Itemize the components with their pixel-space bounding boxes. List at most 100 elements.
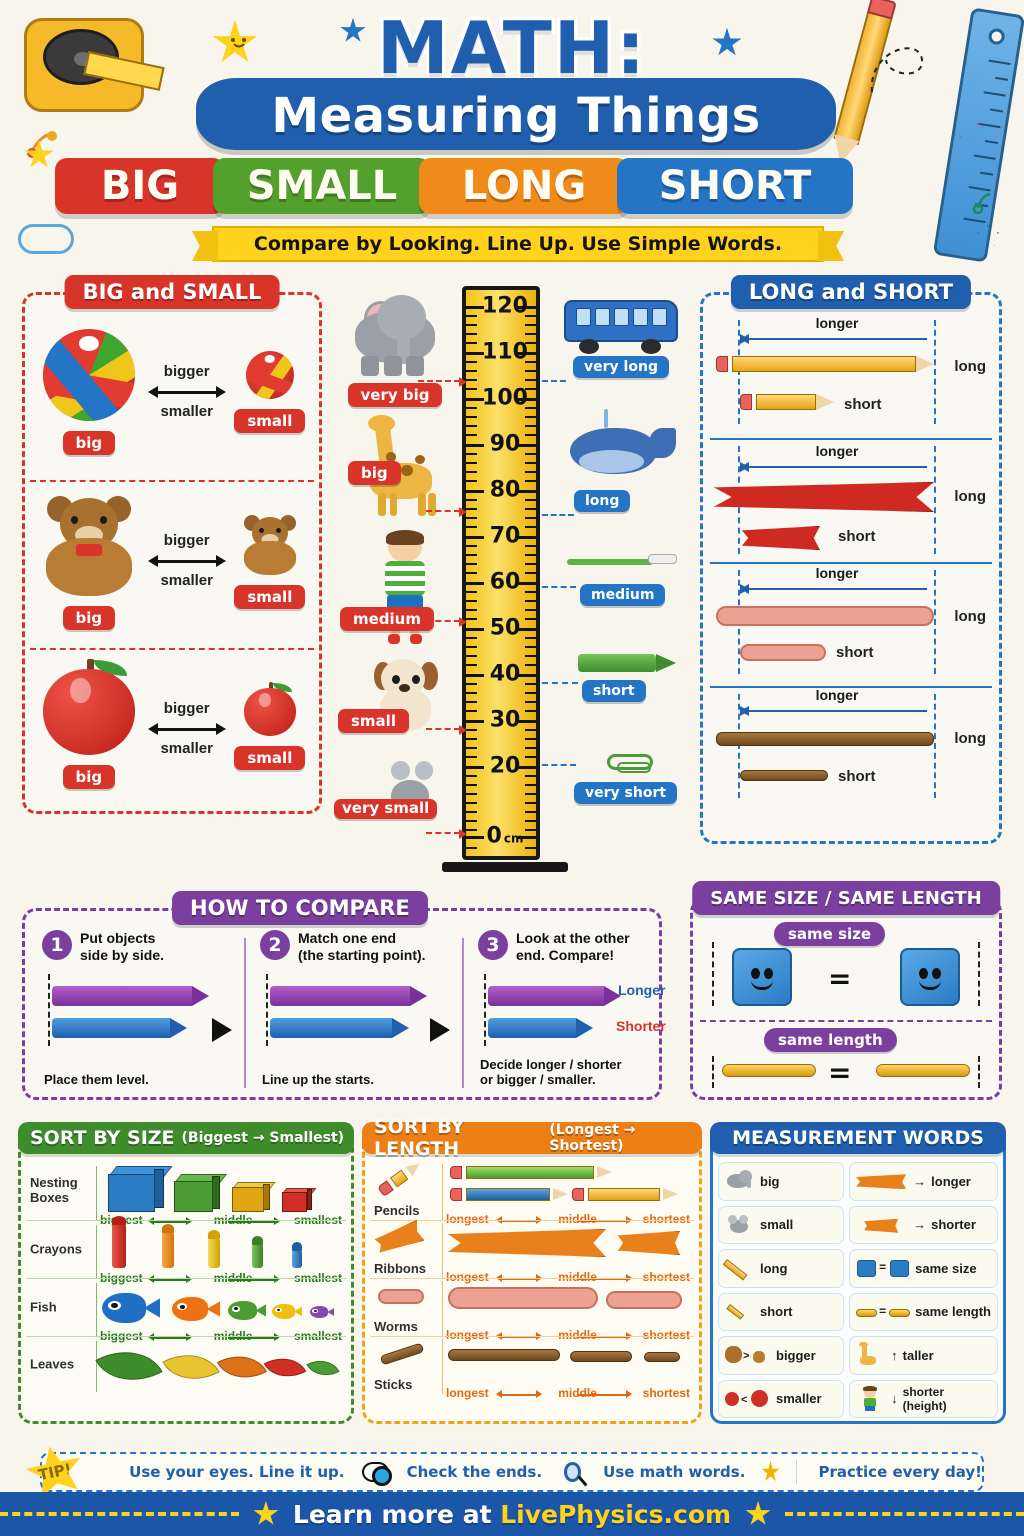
elephant-icon — [339, 292, 451, 378]
ruler-tick-90: 90 — [489, 431, 521, 457]
short-pencil-icon — [740, 394, 834, 410]
step-1-caption: Place them level. — [44, 1072, 149, 1088]
step-2-number: 2 — [260, 930, 290, 960]
small-pencil-icon — [725, 1299, 755, 1325]
sort-len-title: SORT BY LENGTH (Longest → Shortest) — [362, 1116, 702, 1160]
scale-shortest-1: shortest — [642, 1212, 690, 1226]
ruler-unit: cm — [503, 831, 524, 846]
big-teddy-cell: big — [30, 492, 148, 630]
short-stick-icon — [740, 770, 828, 781]
leaf-2 — [162, 1340, 220, 1394]
step-divider-1 — [244, 938, 246, 1088]
ruler-left-dog: small — [338, 654, 458, 736]
star-doodle-yellow — [24, 140, 54, 168]
ruler-left-mouse: very small — [334, 760, 460, 819]
ruler-left-giraffe: big — [348, 410, 458, 516]
small-teddy-label: small — [234, 585, 306, 609]
mw-short: short — [718, 1292, 845, 1331]
mw-shorter-height-arrow: ↓ — [891, 1391, 898, 1407]
big-teddy-icon — [37, 492, 141, 596]
long-pencil-icon — [716, 356, 934, 372]
chip-big: BIG — [55, 158, 225, 214]
worms-row-icon — [378, 1289, 424, 1304]
pencils-row-icon — [377, 1159, 423, 1197]
big-small-row-teddy: big bigger smaller small — [30, 480, 314, 640]
ruler-tick-60: 60 — [489, 569, 521, 595]
end-dash-1 — [934, 320, 936, 424]
equals-length: = — [828, 1056, 852, 1089]
scale-shortest-2: shortest — [642, 1270, 690, 1284]
apple-compare-arrows: bigger smaller — [147, 698, 226, 761]
row-label-pencils: Pencils — [374, 1203, 420, 1218]
title-band — [196, 78, 836, 150]
big-small-panel: BIG and SMALL big bigger smaller — [22, 275, 322, 814]
magnifier-icon — [564, 1462, 582, 1482]
how-to-compare-panel: HOW TO COMPARE 1 Put objects side by sid… — [22, 891, 666, 1100]
sort-size-title-sub: (Biggest → Smallest) — [181, 1130, 345, 1146]
purple-crayon-2 — [270, 986, 427, 1006]
smaller-label-3: smaller — [160, 740, 213, 757]
mouse-icon — [725, 1212, 755, 1238]
step-arrow-1 — [212, 1018, 232, 1042]
longer-arrow-4: longer — [740, 687, 934, 718]
scale-middle-l3: middle — [558, 1328, 597, 1342]
mw-same-length: = same length — [849, 1292, 998, 1331]
footer-site: LivePhysics.com — [500, 1499, 732, 1529]
two-cubes-icon: = — [856, 1255, 910, 1281]
longer-label-2: longer — [815, 443, 859, 459]
mw-same-size-label: same size — [915, 1260, 977, 1276]
worm-long-1 — [448, 1287, 598, 1309]
sort-len-row-worms: Worms longest middle shortest — [370, 1278, 694, 1342]
small-teddy-icon — [239, 513, 301, 575]
crayon-1 — [112, 1216, 126, 1268]
chip-long: LONG — [419, 158, 629, 214]
mw-smaller-label: smaller — [776, 1391, 822, 1407]
stick-long-1 — [448, 1349, 560, 1361]
ruler-zero-value: 0 — [486, 823, 502, 849]
pencil-long-label: long — [954, 358, 986, 375]
mw-taller: ↑ taller — [849, 1336, 998, 1375]
same-length-pill: same length — [764, 1028, 897, 1052]
step-2-caption: Line up the starts. — [262, 1072, 374, 1088]
how-title: HOW TO COMPARE — [172, 891, 428, 925]
ruler-tick-20: 20 — [489, 753, 521, 779]
two-bars-icon: = — [856, 1299, 911, 1325]
paperclip-icon — [607, 754, 653, 773]
worm-long-label: long — [954, 608, 986, 625]
ribbon-short-label: short — [838, 528, 876, 545]
long-ribbon-icon — [714, 482, 934, 512]
longer-arrow-2: longer — [740, 443, 934, 474]
leader-line-dog — [426, 725, 467, 735]
tip-item-2: Check the ends. — [406, 1463, 543, 1481]
start-dash-4 — [738, 694, 740, 798]
small-apple-cell: small — [226, 682, 314, 770]
crayon-2 — [162, 1224, 174, 1268]
footer-bar: Learn more at LivePhysics.com — [0, 1492, 1024, 1536]
shorter-tag: Shorter — [616, 1018, 666, 1034]
big-apple-label: big — [62, 765, 116, 789]
worm-short-label: short — [836, 644, 874, 661]
mw-long: long — [718, 1249, 845, 1288]
small-ball-label: small — [234, 409, 306, 433]
short-worm-icon — [740, 644, 826, 661]
bigger-label-2: bigger — [163, 531, 210, 549]
small-beach-ball-icon — [245, 351, 294, 399]
tip-item-4: Practice every day! — [818, 1463, 983, 1481]
tip-bar: TIP! Use your eyes. Line it up. Check th… — [40, 1452, 984, 1492]
footer-dash-left — [0, 1512, 239, 1516]
sort-size-title-main: SORT BY SIZE — [30, 1127, 175, 1149]
sort-by-length-panel: SORT BY LENGTH (Longest → Shortest) Penc… — [362, 1116, 702, 1424]
mw-shorter-height: ↓ shorter (height) — [849, 1379, 998, 1418]
ruler-tick-80: 80 — [489, 477, 521, 503]
sort-by-size-panel: SORT BY SIZE (Biggest → Smallest) Nestin… — [18, 1122, 354, 1424]
mw-small-label: small — [760, 1217, 794, 1233]
mw-big: big — [718, 1162, 845, 1201]
row-label-leaves: Leaves — [30, 1356, 75, 1372]
smaller-label-1: smaller — [160, 403, 213, 420]
scale-middle-l4: middle — [558, 1386, 597, 1400]
elephant-icon — [725, 1168, 755, 1194]
keyword-chip-row: BIG SMALL LONG SHORT — [55, 158, 853, 214]
ruler-left-elephant: very big — [336, 292, 454, 407]
row-label-crayons: Crayons — [30, 1241, 83, 1257]
